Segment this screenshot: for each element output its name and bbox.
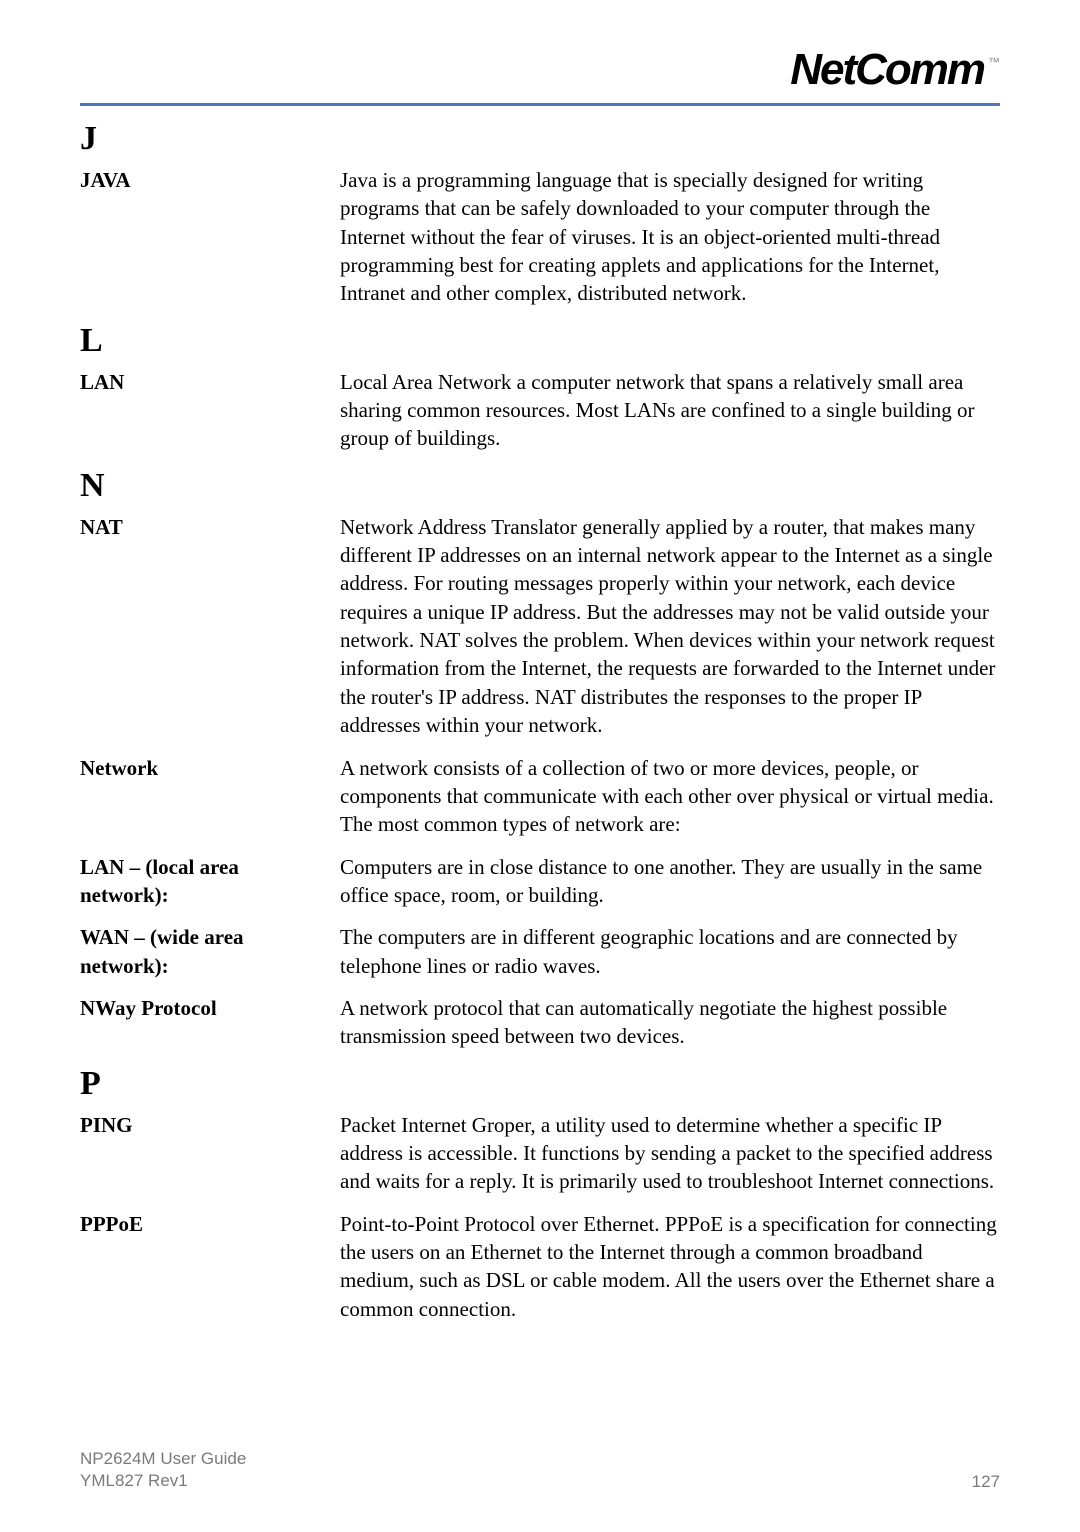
netcomm-logo: NetComm ™ [790, 45, 1000, 95]
definition-network: A network consists of a collection of tw… [340, 754, 1000, 839]
page-footer: NP2624M User Guide YML827 Rev1 127 [80, 1448, 1000, 1492]
entry-lan-network: LAN – (local area network): Computers ar… [80, 853, 1000, 910]
entry-network: Network A network consists of a collecti… [80, 754, 1000, 839]
footer-guide-info: NP2624M User Guide YML827 Rev1 [80, 1448, 246, 1492]
entry-wan-network: WAN – (wide area network): The computers… [80, 923, 1000, 980]
term-nway: NWay Protocol [80, 994, 340, 1022]
logo-trademark: ™ [988, 55, 1000, 69]
header-divider [80, 103, 1000, 106]
term-pppoe: PPPoE [80, 1210, 340, 1238]
glossary-content: J JAVA Java is a programming language th… [80, 120, 1000, 1323]
term-lan: LAN [80, 368, 340, 396]
term-wan-network: WAN – (wide area network): [80, 923, 340, 980]
definition-wan-network: The computers are in different geographi… [340, 923, 1000, 980]
definition-nway: A network protocol that can automaticall… [340, 994, 1000, 1051]
definition-ping: Packet Internet Groper, a utility used t… [340, 1111, 1000, 1196]
term-java: JAVA [80, 166, 340, 194]
footer-revision: YML827 Rev1 [80, 1470, 246, 1492]
page-header: NetComm ™ [80, 0, 1000, 103]
entry-pppoe: PPPoE Point-to-Point Protocol over Ether… [80, 1210, 1000, 1323]
definition-pppoe: Point-to-Point Protocol over Ethernet. P… [340, 1210, 1000, 1323]
logo-text: NetComm [790, 45, 984, 95]
entry-java: JAVA Java is a programming language that… [80, 166, 1000, 308]
entry-nat: NAT Network Address Translator generally… [80, 513, 1000, 740]
definition-lan: Local Area Network a computer network th… [340, 368, 1000, 453]
term-ping: PING [80, 1111, 340, 1139]
entry-ping: PING Packet Internet Groper, a utility u… [80, 1111, 1000, 1196]
term-nat: NAT [80, 513, 340, 541]
definition-lan-network: Computers are in close distance to one a… [340, 853, 1000, 910]
definition-nat: Network Address Translator generally app… [340, 513, 1000, 740]
section-letter-j: J [80, 120, 1000, 158]
entry-lan: LAN Local Area Network a computer networ… [80, 368, 1000, 453]
term-lan-network: LAN – (local area network): [80, 853, 340, 910]
definition-java: Java is a programming language that is s… [340, 166, 1000, 308]
section-letter-p: P [80, 1065, 1000, 1103]
term-network: Network [80, 754, 340, 782]
footer-page-number: 127 [972, 1472, 1000, 1492]
section-letter-n: N [80, 467, 1000, 505]
section-letter-l: L [80, 322, 1000, 360]
entry-nway: NWay Protocol A network protocol that ca… [80, 994, 1000, 1051]
footer-guide-title: NP2624M User Guide [80, 1448, 246, 1470]
